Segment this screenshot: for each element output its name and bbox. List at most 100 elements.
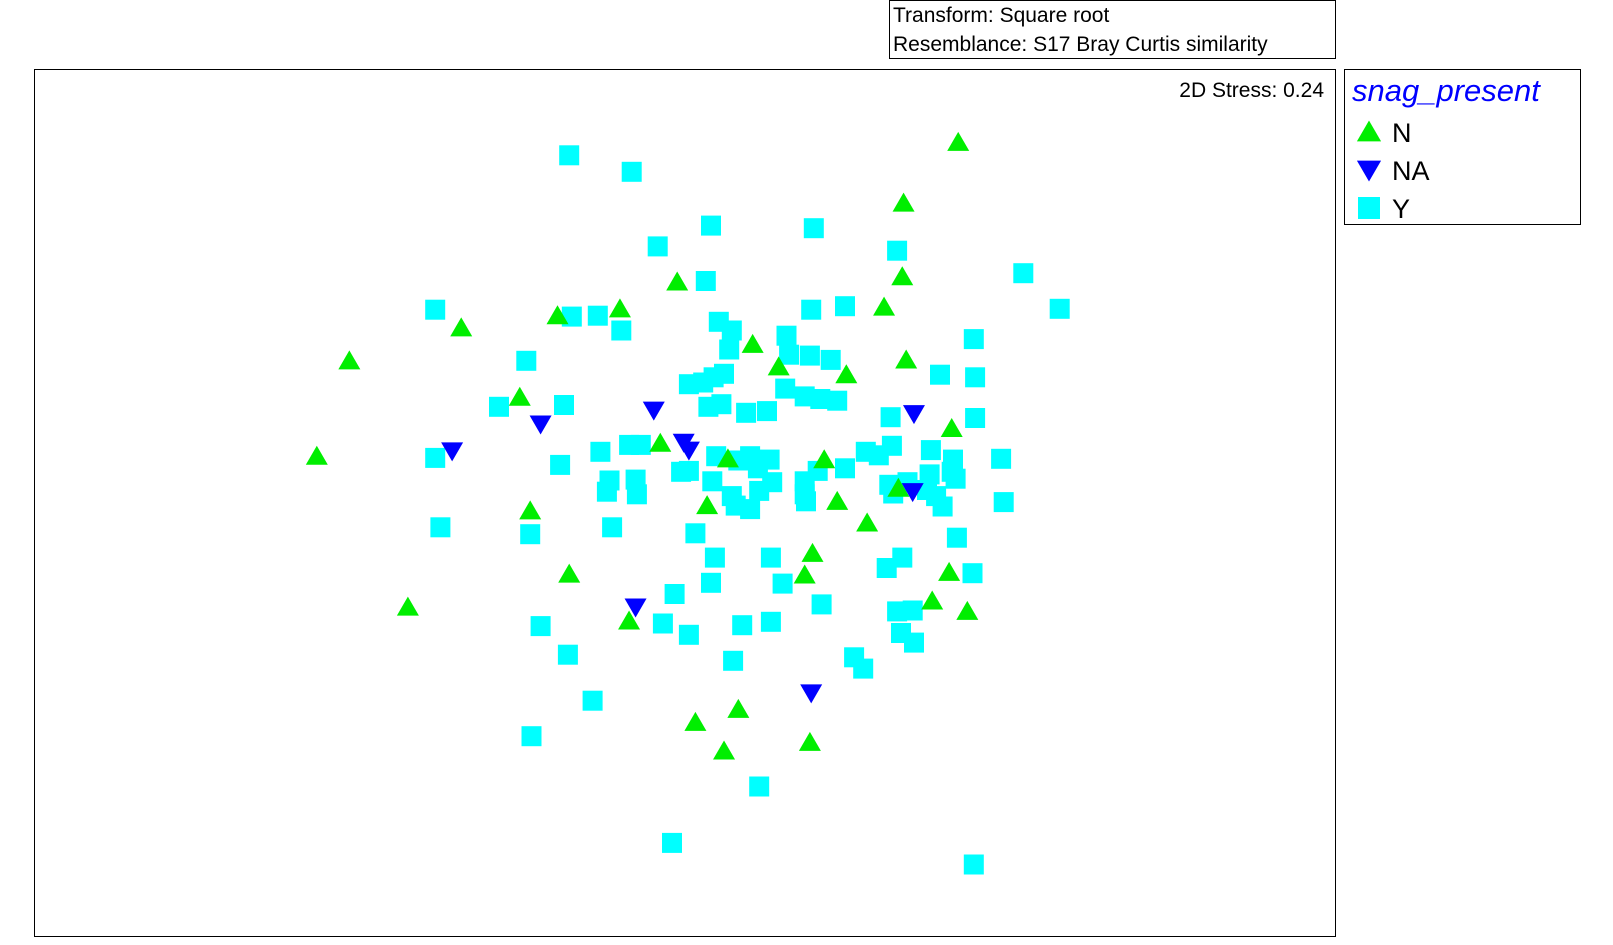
series-na (441, 401, 925, 704)
point-y-11 (425, 299, 446, 320)
legend-entry-y: Y (1358, 194, 1410, 224)
legend-label-n: N (1392, 118, 1412, 148)
point-y-0 (559, 145, 580, 166)
point-y-37 (711, 394, 732, 415)
point-y-116 (963, 854, 984, 875)
point-y-99 (887, 601, 908, 622)
info-box-frame (889, 0, 1336, 59)
point-y-68 (702, 471, 723, 492)
plot-frame (34, 69, 1336, 937)
legend-label-na: NA (1392, 156, 1430, 186)
point-y-114 (749, 776, 770, 797)
point-y-107 (904, 632, 924, 653)
point-n-15 (649, 432, 672, 452)
point-n-14 (305, 445, 328, 465)
point-y-103 (760, 611, 781, 632)
point-y-41 (965, 408, 986, 428)
point-y-17 (776, 325, 797, 346)
point-y-90 (704, 547, 725, 568)
point-y-87 (932, 496, 953, 517)
point-n-0 (947, 131, 970, 151)
point-n-25 (396, 596, 419, 616)
point-y-105 (678, 624, 699, 645)
point-n-5 (450, 317, 473, 337)
legend-marker-y (1358, 197, 1380, 219)
point-y-1 (621, 161, 642, 182)
point-y-16 (721, 320, 742, 341)
point-y-33 (827, 390, 848, 411)
point-y-96 (772, 573, 793, 594)
point-n-26 (801, 542, 824, 562)
point-n-7 (508, 386, 531, 406)
point-n-33 (684, 711, 707, 731)
transform-label: Transform: Square root (893, 4, 1109, 27)
series-n (305, 131, 979, 760)
point-y-2 (701, 215, 721, 236)
point-y-112 (582, 690, 603, 711)
point-y-29 (714, 363, 734, 384)
point-n-22 (826, 490, 849, 510)
point-y-4 (647, 236, 668, 257)
point-y-20 (779, 344, 800, 365)
point-y-24 (930, 364, 950, 385)
point-na-1 (529, 415, 552, 435)
point-y-98 (811, 594, 832, 615)
point-y-91 (760, 547, 781, 568)
point-y-73 (596, 481, 617, 502)
stress-label: 2D Stress: 0.24 (1179, 79, 1324, 102)
point-n-30 (956, 600, 979, 620)
point-n-28 (938, 561, 961, 581)
point-n-2 (891, 266, 914, 286)
point-y-14 (611, 320, 632, 341)
point-y-97 (664, 584, 685, 604)
legend-frame (1344, 69, 1581, 225)
data-points (305, 131, 1070, 875)
point-y-6 (695, 271, 716, 291)
series-y (425, 145, 1070, 875)
point-n-11 (741, 333, 764, 353)
point-n-23 (856, 512, 879, 532)
point-y-104 (530, 616, 551, 637)
point-y-23 (516, 350, 537, 371)
point-na-4 (677, 441, 700, 461)
point-n-34 (798, 731, 821, 751)
point-y-102 (732, 615, 753, 636)
point-n-21 (696, 495, 719, 515)
point-n-29 (921, 590, 944, 610)
point-y-42 (425, 447, 446, 468)
point-y-31 (794, 386, 815, 407)
point-y-45 (630, 434, 651, 455)
point-y-19 (719, 339, 740, 360)
resemblance-label: Resemblance: S17 Bray Curtis similarity (893, 33, 1268, 56)
point-n-16 (716, 448, 739, 468)
point-y-22 (820, 349, 841, 370)
point-y-39 (757, 401, 777, 422)
point-y-108 (557, 644, 578, 665)
point-n-18 (940, 417, 963, 437)
point-y-92 (892, 547, 913, 568)
point-y-80 (430, 517, 451, 538)
point-y-111 (853, 658, 874, 679)
point-y-83 (685, 523, 706, 544)
point-y-100 (902, 600, 923, 621)
legend-marker-na (1356, 160, 1382, 182)
legend-title: snag_present (1352, 73, 1541, 108)
point-n-6 (338, 350, 361, 370)
point-y-38 (736, 402, 757, 423)
point-na-0 (441, 442, 464, 462)
point-n-35 (713, 740, 736, 760)
legend: snag_present N NA Y (1344, 69, 1581, 225)
point-y-82 (602, 517, 623, 538)
point-y-81 (520, 524, 541, 545)
point-y-40 (880, 407, 901, 428)
point-y-65 (945, 468, 966, 489)
point-y-74 (626, 484, 647, 505)
point-na-6 (901, 483, 924, 503)
legend-entries: N NA Y (1356, 118, 1430, 224)
point-n-17 (813, 449, 836, 469)
point-y-61 (835, 458, 855, 479)
point-y-93 (876, 558, 897, 578)
point-y-8 (835, 296, 855, 317)
point-n-20 (519, 500, 542, 520)
